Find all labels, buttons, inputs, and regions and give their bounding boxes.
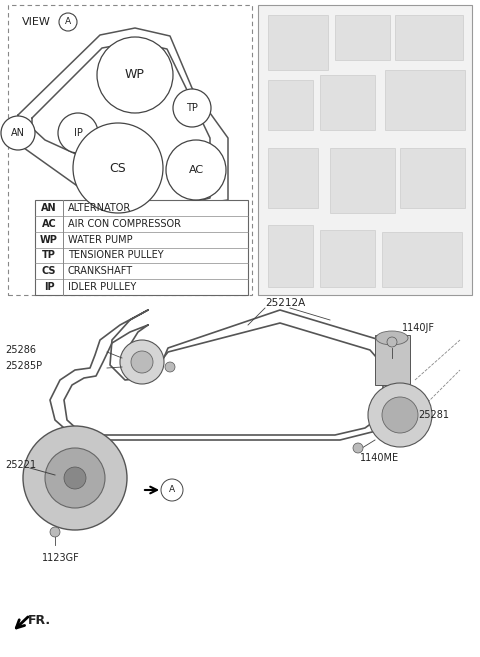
Text: IP: IP: [73, 128, 83, 138]
Ellipse shape: [376, 331, 408, 345]
Text: 25285P: 25285P: [5, 361, 42, 371]
Text: AC: AC: [42, 219, 56, 229]
Text: WP: WP: [40, 235, 58, 244]
Circle shape: [161, 479, 183, 501]
Circle shape: [58, 113, 98, 153]
Bar: [320, 230, 375, 287]
Text: AIR CON COMPRESSOR: AIR CON COMPRESSOR: [68, 219, 181, 229]
Bar: [385, 70, 465, 130]
Circle shape: [173, 89, 211, 127]
Bar: [268, 225, 313, 287]
Text: CRANKSHAFT: CRANKSHAFT: [68, 266, 133, 276]
Circle shape: [1, 116, 35, 150]
Bar: [8, 5, 252, 295]
Bar: [268, 148, 318, 208]
Bar: [335, 15, 390, 60]
Bar: [330, 148, 395, 213]
Circle shape: [166, 140, 226, 200]
Text: AN: AN: [11, 128, 25, 138]
Circle shape: [59, 13, 77, 31]
Text: A: A: [65, 18, 71, 26]
Text: IP: IP: [44, 282, 54, 292]
Bar: [320, 75, 375, 130]
Text: TENSIONER PULLEY: TENSIONER PULLEY: [68, 250, 164, 260]
Text: FR.: FR.: [28, 614, 51, 627]
Bar: [375, 335, 410, 385]
Bar: [382, 232, 462, 287]
Circle shape: [131, 351, 153, 373]
Bar: [400, 148, 465, 208]
Text: 1140JF: 1140JF: [402, 323, 435, 333]
Bar: [258, 5, 472, 295]
Circle shape: [45, 448, 105, 508]
Text: 1140ME: 1140ME: [360, 453, 399, 463]
Text: WP: WP: [125, 68, 145, 81]
Bar: [395, 15, 463, 60]
Circle shape: [50, 527, 60, 537]
Text: CS: CS: [42, 266, 56, 276]
Text: VIEW: VIEW: [22, 17, 51, 27]
Text: AN: AN: [41, 203, 57, 213]
Circle shape: [120, 340, 164, 384]
Text: 25212A: 25212A: [265, 298, 305, 308]
Text: WATER PUMP: WATER PUMP: [68, 235, 132, 244]
Circle shape: [368, 383, 432, 447]
Text: AC: AC: [189, 165, 204, 175]
Circle shape: [382, 397, 418, 433]
Circle shape: [387, 337, 397, 347]
Bar: [268, 15, 328, 70]
Text: CS: CS: [109, 162, 126, 175]
Text: 25221: 25221: [5, 460, 36, 470]
Bar: [268, 80, 313, 130]
Circle shape: [64, 467, 86, 489]
Text: 25286: 25286: [5, 345, 36, 355]
Text: A: A: [169, 486, 175, 495]
Circle shape: [23, 426, 127, 530]
Circle shape: [353, 443, 363, 453]
Bar: [258, 5, 472, 295]
Text: TP: TP: [186, 103, 198, 113]
Text: 1123GF: 1123GF: [42, 553, 80, 563]
Text: 25281: 25281: [418, 410, 449, 420]
Bar: [35, 200, 248, 295]
Text: IDLER PULLEY: IDLER PULLEY: [68, 282, 136, 292]
Circle shape: [73, 123, 163, 213]
Text: ALTERNATOR: ALTERNATOR: [68, 203, 131, 213]
Text: TP: TP: [42, 250, 56, 260]
Circle shape: [97, 37, 173, 113]
Circle shape: [165, 362, 175, 372]
